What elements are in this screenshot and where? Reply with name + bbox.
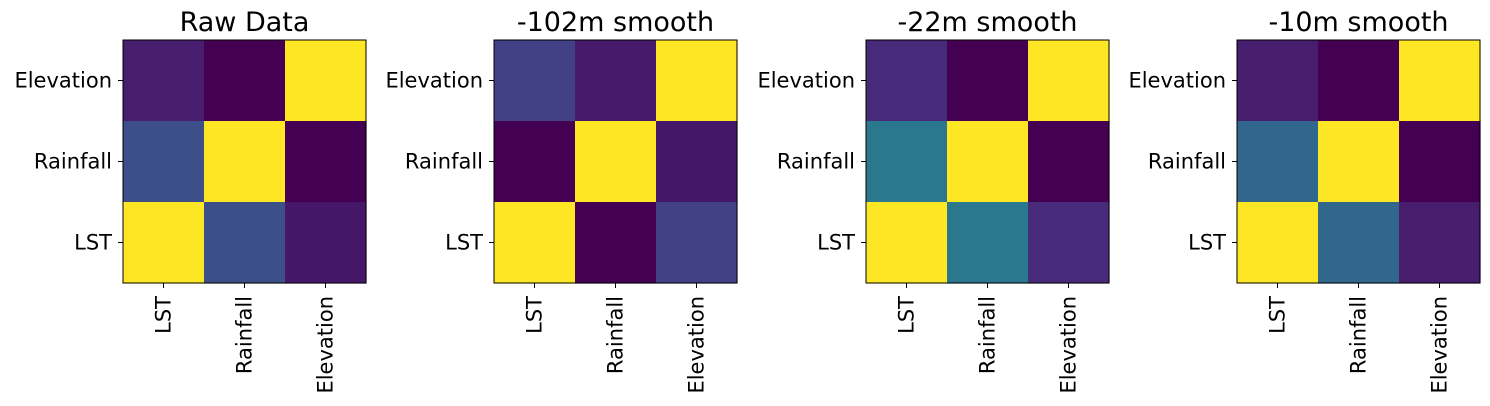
heatmap-cell [1237, 121, 1319, 203]
y-tick-label: Elevation [1128, 69, 1226, 93]
heatmap-cell [1399, 121, 1481, 203]
x-tick-label: Elevation [314, 296, 338, 394]
panel-title: Raw Data [180, 7, 310, 38]
heatmap-cell [123, 40, 205, 122]
y-tick-label: Rainfall [405, 150, 483, 174]
heatmap-cell [866, 121, 948, 203]
heatmap-cell [866, 202, 948, 284]
y-tick-label: LST [445, 231, 483, 255]
y-tick-label: Elevation [385, 69, 483, 93]
heatmap-panel: -102m smooth Elevation Rainfall LST LST Rainf… [385, 7, 738, 394]
y-tick-label: Rainfall [1148, 150, 1226, 174]
heatmap-cell [656, 40, 738, 122]
heatmap-panel: -22m smooth Elevation Rainfall LST LST Rainfa… [757, 7, 1110, 394]
x-tick-label: Elevation [685, 296, 709, 394]
heatmap-cell [1318, 40, 1400, 122]
x-tick-label: LST [1266, 296, 1290, 334]
x-tick-label: Rainfall [233, 296, 257, 374]
x-tick-label: LST [523, 296, 547, 334]
heatmap-cell [285, 121, 367, 203]
heatmap-cell [494, 121, 576, 203]
heatmap-cell [494, 202, 576, 284]
heatmap-cell [656, 121, 738, 203]
heatmap-cell [285, 40, 367, 122]
heatmap-cell [204, 40, 286, 122]
heatmap-cell [1237, 202, 1319, 284]
heatmap-cell [1028, 40, 1110, 122]
heatmap-cell [575, 40, 657, 122]
heatmap-cell [123, 121, 205, 203]
x-tick-label: Rainfall [604, 296, 628, 374]
heatmap-cell [947, 202, 1029, 284]
x-tick-label: LST [152, 296, 176, 334]
heatmap-panel: Raw Data Elevation Rainfall LST LST Rainfall E… [14, 7, 367, 394]
panel-title: -102m smooth [517, 7, 714, 38]
heatmap-cell [1318, 121, 1400, 203]
heatmap-panel: -10m smooth Elevation Rainfall LST LST Rainfa… [1128, 7, 1481, 394]
heatmap-cell [1399, 40, 1481, 122]
y-tick-label: LST [817, 231, 855, 255]
heatmap-cell [204, 121, 286, 203]
heatmap-cell [204, 202, 286, 284]
x-tick-label: Rainfall [976, 296, 1000, 374]
heatmap-cell [947, 121, 1029, 203]
heatmap-cell [656, 202, 738, 284]
y-tick-label: Elevation [14, 69, 112, 93]
y-tick-label: LST [1188, 231, 1226, 255]
heatmap-cell [494, 40, 576, 122]
heatmap-cell [575, 202, 657, 284]
heatmap-cell [285, 202, 367, 284]
y-tick-label: LST [74, 231, 112, 255]
x-tick-label: Elevation [1057, 296, 1081, 394]
heatmap-cell [866, 40, 948, 122]
y-tick-label: Rainfall [34, 150, 112, 174]
heatmap-cell [1028, 121, 1110, 203]
panel-title: -22m smooth [897, 7, 1077, 38]
panel-title: -10m smooth [1268, 7, 1448, 38]
heatmap-cell [575, 121, 657, 203]
x-tick-label: LST [895, 296, 919, 334]
heatmap-cell [1028, 202, 1110, 284]
heatmap-cell [947, 40, 1029, 122]
x-tick-label: Rainfall [1347, 296, 1371, 374]
heatmap-cell [1399, 202, 1481, 284]
heatmap-cell [1318, 202, 1400, 284]
y-tick-label: Rainfall [777, 150, 855, 174]
y-tick-label: Elevation [757, 69, 855, 93]
heatmap-cell [123, 202, 205, 284]
x-tick-label: Elevation [1428, 296, 1452, 394]
heatmap-cell [1237, 40, 1319, 122]
